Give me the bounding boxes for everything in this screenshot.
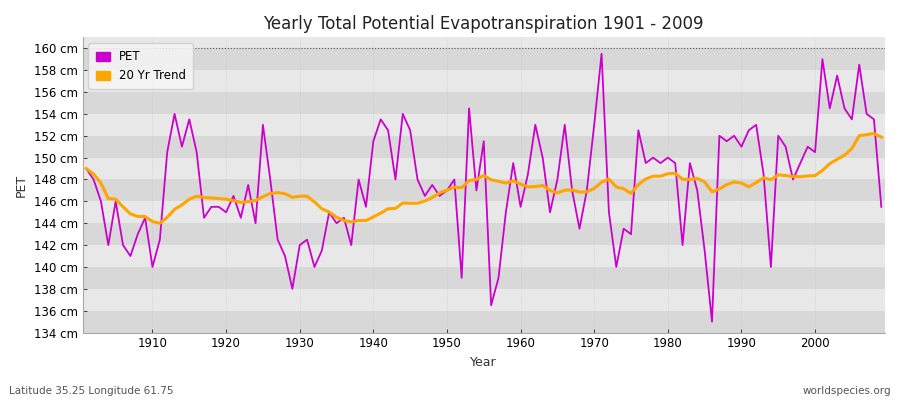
20 Yr Trend (309, 200, 320, 204)
PET (302, 237, 312, 242)
Text: worldspecies.org: worldspecies.org (803, 386, 891, 396)
PET (515, 204, 526, 209)
PET (611, 264, 622, 269)
PET (140, 215, 150, 220)
PET (706, 319, 717, 324)
Bar (83, 92, 885, 114)
Legend: PET, 20 Yr Trend: PET, 20 Yr Trend (88, 43, 194, 89)
Bar (83, 48, 885, 70)
20 Yr Trend (523, 184, 534, 189)
20 Yr Trend (81, 166, 92, 171)
20 Yr Trend (515, 182, 526, 186)
Text: Latitude 35.25 Longitude 61.75: Latitude 35.25 Longitude 61.75 (9, 386, 174, 396)
Bar (83, 136, 885, 158)
Bar (83, 201, 885, 223)
PET (508, 161, 518, 166)
20 Yr Trend (876, 135, 886, 140)
Bar (83, 158, 885, 180)
Bar (83, 267, 885, 289)
Line: PET: PET (86, 54, 881, 322)
Bar (83, 311, 885, 332)
20 Yr Trend (155, 221, 166, 226)
Bar (83, 70, 885, 92)
Bar (83, 245, 885, 267)
Bar (83, 223, 885, 245)
Line: 20 Yr Trend: 20 Yr Trend (86, 134, 881, 223)
PET (876, 204, 886, 209)
20 Yr Trend (611, 184, 622, 189)
Bar (83, 26, 885, 48)
PET (596, 51, 607, 56)
20 Yr Trend (353, 218, 364, 223)
Bar (83, 289, 885, 311)
20 Yr Trend (140, 214, 150, 219)
Title: Yearly Total Potential Evapotranspiration 1901 - 2009: Yearly Total Potential Evapotranspiratio… (264, 15, 704, 33)
20 Yr Trend (868, 131, 879, 136)
X-axis label: Year: Year (471, 356, 497, 369)
Bar (83, 180, 885, 201)
Bar (83, 114, 885, 136)
PET (81, 166, 92, 171)
Y-axis label: PET: PET (15, 173, 28, 196)
PET (346, 243, 356, 248)
